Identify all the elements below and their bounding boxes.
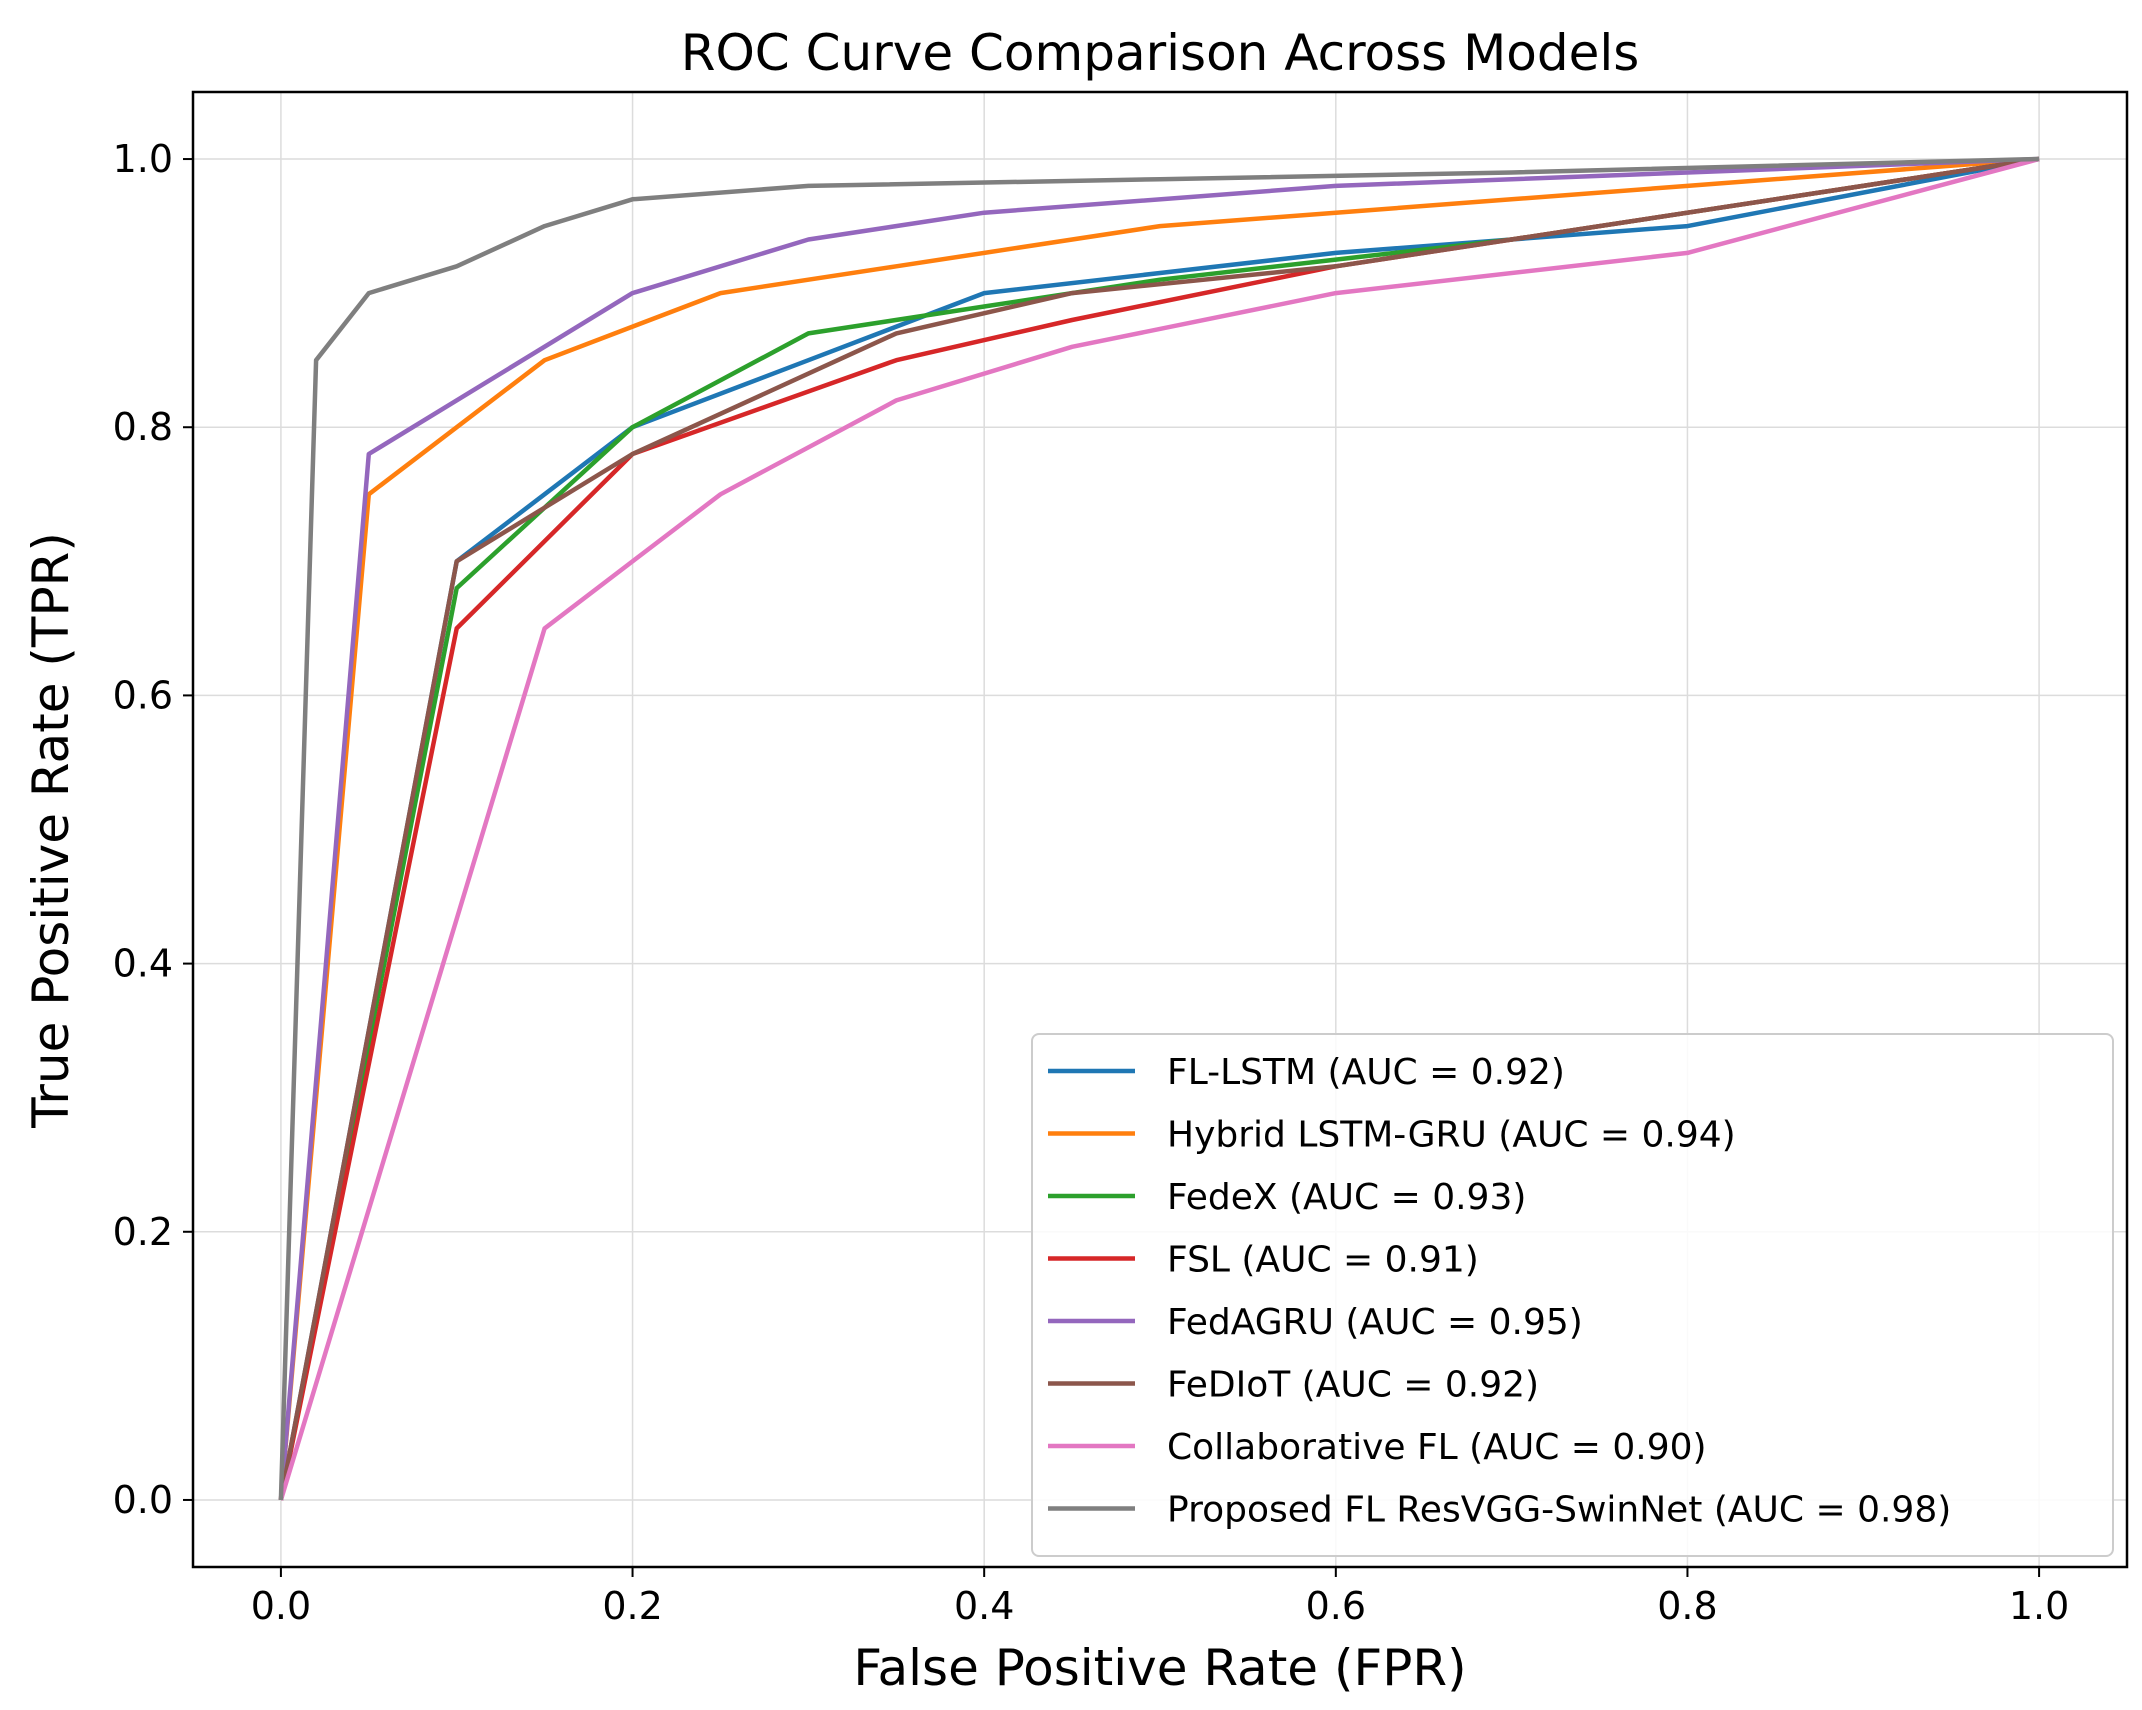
legend-entry-1: Hybrid LSTM-GRU (AUC = 0.94) xyxy=(1167,1115,1736,1156)
x-tick-label: 0.4 xyxy=(954,1584,1014,1628)
x-tick-label: 1.0 xyxy=(2009,1584,2069,1628)
legend-entry-4: FedAGRU (AUC = 0.95) xyxy=(1167,1302,1583,1343)
y-tick-label: 0.6 xyxy=(113,673,173,717)
legend-entry-6: Collaborative FL (AUC = 0.90) xyxy=(1167,1427,1707,1468)
series-line-6 xyxy=(278,156,2040,1501)
series-line-1 xyxy=(278,156,2040,1501)
legend-entry-5: FeDIoT (AUC = 0.92) xyxy=(1167,1365,1539,1406)
y-tick-label: 1.0 xyxy=(113,137,173,181)
y-axis-label: True Positive Rate (TPR) xyxy=(22,532,80,1129)
y-tick-label: 0.8 xyxy=(113,405,173,449)
legend-entry-3: FSL (AUC = 0.91) xyxy=(1167,1240,1479,1281)
y-tick-label: 0.0 xyxy=(113,1478,173,1522)
legend: FL-LSTM (AUC = 0.92) Hybrid LSTM-GRU (AUC… xyxy=(1031,1033,2114,1557)
series-lines xyxy=(278,156,2040,1501)
legend-entry-7: Proposed FL ResVGG-SwinNet (AUC = 0.98) xyxy=(1167,1490,1951,1531)
x-axis-label: False Positive Rate (FPR) xyxy=(853,1639,1466,1697)
series-line-0 xyxy=(278,156,2040,1501)
series-line-7 xyxy=(278,156,2040,1501)
legend-box xyxy=(1031,1033,2114,1557)
chart-title: ROC Curve Comparison Across Models xyxy=(681,24,1640,82)
y-tick-label: 0.4 xyxy=(113,942,173,986)
legend-entry-0: FL-LSTM (AUC = 0.92) xyxy=(1167,1052,1565,1093)
series-line-4 xyxy=(278,156,2040,1501)
x-tick-label: 0.0 xyxy=(251,1584,311,1628)
x-tick-label: 0.8 xyxy=(1657,1584,1717,1628)
ticks: 0.0 0.2 0.4 0.6 0.8 1.0 0.0 0.2 0.4 0.6 0.8 1.0 xyxy=(113,137,2070,1628)
x-tick-label: 0.6 xyxy=(1306,1584,1366,1628)
legend-entry-2: FedeX (AUC = 0.93) xyxy=(1167,1177,1526,1218)
series-line-5 xyxy=(278,156,2040,1501)
y-tick-label: 0.2 xyxy=(113,1210,173,1254)
plot-frame xyxy=(191,90,2129,1569)
x-tick-label: 0.2 xyxy=(602,1584,662,1628)
